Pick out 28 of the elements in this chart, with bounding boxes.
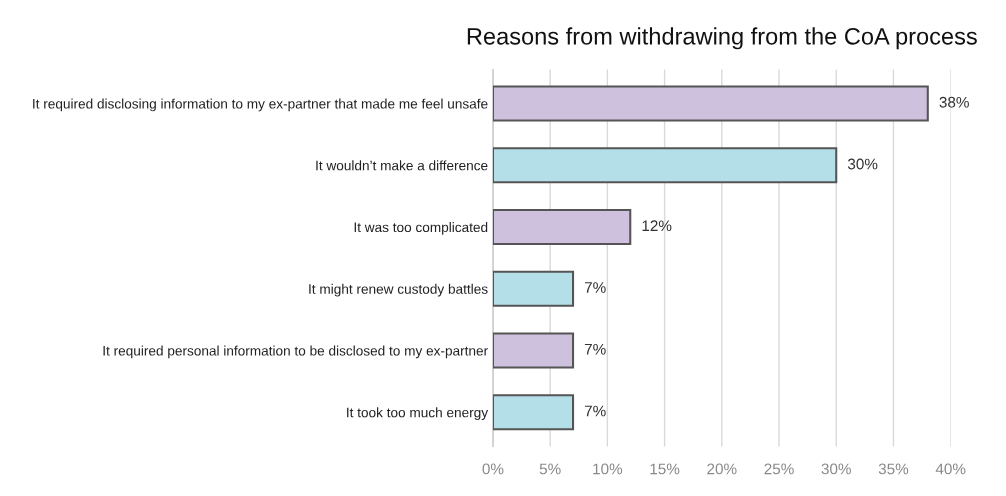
y-tick-label: It might renew custody battles: [309, 283, 488, 297]
x-tick-label: 10%: [593, 463, 623, 475]
y-tick-label: It took too much energy: [347, 407, 489, 421]
y-tick-label: It was too complicated: [354, 222, 488, 235]
x-tick-label: 20%: [707, 463, 737, 475]
x-tick-label: 15%: [650, 463, 680, 475]
bar: [492, 147, 838, 184]
chart-title: Reasons from withdrawing from the CoA process: [467, 27, 977, 50]
data-label: 7%: [584, 405, 606, 417]
y-tick-label: It required personal information to be disclosed to my ex-partner: [103, 345, 488, 359]
data-label: 38%: [939, 96, 969, 108]
data-label: 7%: [584, 282, 606, 293]
bar: [492, 394, 575, 431]
bar: [492, 209, 632, 246]
x-tick-label: 40%: [935, 463, 966, 475]
bar: [492, 332, 575, 369]
x-tick-label: 35%: [878, 463, 909, 475]
bar: [492, 85, 929, 122]
y-tick-label: It required disclosing information to my ex-partner that made me feel unsafe: [33, 98, 488, 112]
data-label: 7%: [584, 343, 606, 355]
y-tick-label: It wouldn’t make a difference: [316, 160, 488, 171]
data-label: 30%: [847, 158, 878, 170]
x-tick-label: 25%: [764, 463, 794, 475]
data-label: 12%: [642, 220, 672, 232]
x-tick-label: 30%: [821, 463, 851, 475]
x-tick-label: 0%: [482, 463, 504, 475]
x-tick-label: 5%: [539, 463, 561, 475]
bar: [492, 270, 575, 307]
